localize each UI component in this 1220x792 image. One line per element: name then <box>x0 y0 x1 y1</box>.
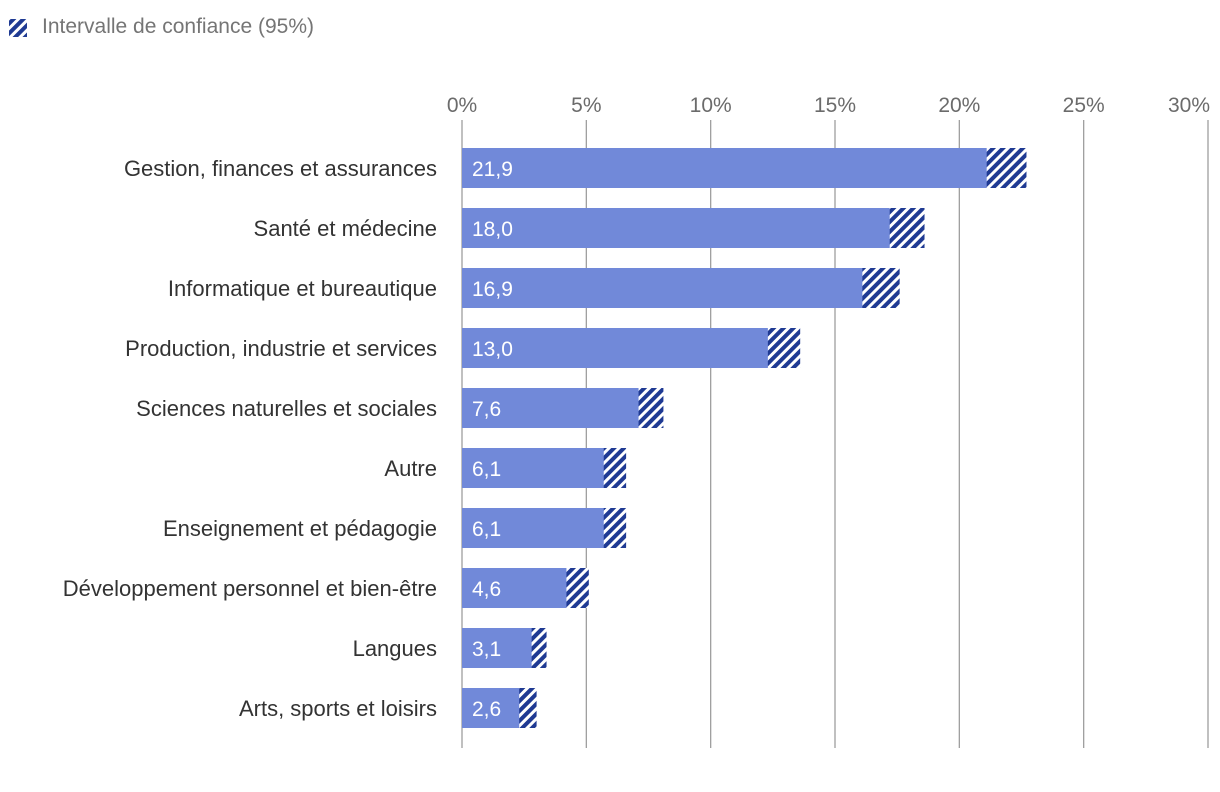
confidence-interval <box>603 508 627 548</box>
confidence-interval <box>767 328 801 368</box>
x-tick-label: 15% <box>814 94 856 117</box>
confidence-interval <box>566 568 589 608</box>
bar-row: Sciences naturelles et sociales 7,6 <box>136 388 664 428</box>
bar <box>462 448 614 488</box>
category-label: Santé et médecine <box>254 216 437 241</box>
legend-label: Intervalle de confiance (95%) <box>42 15 314 38</box>
bar <box>462 688 527 728</box>
x-tick-label: 10% <box>690 94 732 117</box>
value-label: 18,0 <box>472 218 513 241</box>
confidence-interval <box>986 148 1027 188</box>
category-label: Enseignement et pédagogie <box>163 516 437 541</box>
bar <box>462 328 786 368</box>
bar <box>462 628 540 668</box>
bar <box>462 568 577 608</box>
legend: Intervalle de confiance (95%) <box>9 15 314 38</box>
bar-row: Informatique et bureautique 16,9 <box>168 268 900 308</box>
bar-row: Autre 6,1 <box>384 448 627 488</box>
confidence-interval <box>519 688 537 728</box>
bar <box>462 208 910 248</box>
confidence-interval <box>862 268 900 308</box>
bar-row: Arts, sports et loisirs 2,6 <box>239 688 537 728</box>
bar <box>462 268 883 308</box>
confidence-interval <box>531 628 547 668</box>
category-label: Langues <box>353 636 437 661</box>
bar <box>462 148 1007 188</box>
category-label: Développement personnel et bien-être <box>63 576 437 601</box>
bar-row: Langues 3,1 <box>353 628 547 668</box>
value-label: 21,9 <box>472 158 513 181</box>
category-label: Autre <box>384 456 437 481</box>
x-tick-label: 5% <box>571 94 601 117</box>
value-label: 6,1 <box>472 518 501 541</box>
bar-row: Santé et médecine 18,0 <box>254 208 925 248</box>
bar <box>462 508 614 548</box>
bars: Gestion, finances et assurances 21,9 Santé… <box>63 148 1027 728</box>
value-label: 6,1 <box>472 458 501 481</box>
bar-row: Enseignement et pédagogie 6,1 <box>163 508 627 548</box>
bar <box>462 388 651 428</box>
bar-row: Production, industrie et services 13,0 <box>125 328 801 368</box>
category-label: Sciences naturelles et sociales <box>136 396 437 421</box>
value-label: 4,6 <box>472 578 501 601</box>
category-label: Production, industrie et services <box>125 336 437 361</box>
hatched-square-icon <box>9 19 27 37</box>
x-tick-label: 25% <box>1063 94 1105 117</box>
value-label: 16,9 <box>472 278 513 301</box>
value-label: 13,0 <box>472 338 513 361</box>
x-tick-label: 20% <box>938 94 980 117</box>
value-label: 7,6 <box>472 398 501 421</box>
category-label: Gestion, finances et assurances <box>124 156 437 181</box>
x-tick-label: 0% <box>447 94 477 117</box>
category-label: Informatique et bureautique <box>168 276 437 301</box>
value-label: 2,6 <box>472 698 501 721</box>
value-label: 3,1 <box>472 638 501 661</box>
category-label: Arts, sports et loisirs <box>239 696 437 721</box>
confidence-interval <box>889 208 925 248</box>
x-tick-label: 30% <box>1168 94 1210 117</box>
confidence-interval <box>603 448 627 488</box>
bar-row: Gestion, finances et assurances 21,9 <box>124 148 1027 188</box>
confidence-interval <box>638 388 664 428</box>
bar-row: Développement personnel et bien-être 4,6 <box>63 568 589 608</box>
x-axis-ticks: 0% 5% 10% 15% 20% 25% 30% <box>447 94 1210 117</box>
